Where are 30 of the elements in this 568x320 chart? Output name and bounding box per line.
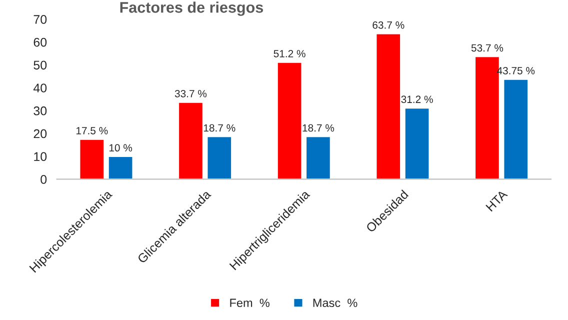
chart-title: Factores de riesgos [120, 2, 263, 16]
data-label: 51.2 % [274, 50, 306, 58]
bar [178, 101, 204, 180]
legend-label: Fem % [230, 298, 270, 308]
y-tick-label: 10 [34, 152, 47, 161]
bar [502, 78, 529, 180]
bar [108, 156, 134, 180]
y-tick-label: 30 [34, 106, 47, 116]
bar [404, 107, 430, 180]
x-tick-label: HTA [486, 189, 508, 212]
data-label: 17.5 % [76, 127, 108, 134]
data-label: 18.7 % [204, 124, 236, 132]
y-tick-label: 60 [34, 38, 47, 47]
y-tick-label: 40 [33, 84, 47, 92]
legend-label: Masc % [313, 298, 358, 308]
bar [375, 32, 402, 180]
y-tick-label: 20 [34, 129, 47, 138]
data-label: 31.2 % [401, 96, 433, 104]
data-label: 53.7 % [471, 44, 504, 52]
y-tick-label: 50 [34, 60, 47, 70]
data-label: 10 % [109, 144, 132, 152]
y-tick-label: 70 [34, 15, 47, 24]
bar [305, 136, 332, 180]
data-label: 63.7 % [372, 21, 404, 29]
bar [276, 61, 303, 180]
data-label: 18.7 % [302, 124, 334, 132]
y-tick-label: 0 [40, 175, 47, 184]
bar [206, 136, 232, 180]
data-label: 33.7 % [174, 90, 207, 98]
bar [78, 138, 105, 180]
